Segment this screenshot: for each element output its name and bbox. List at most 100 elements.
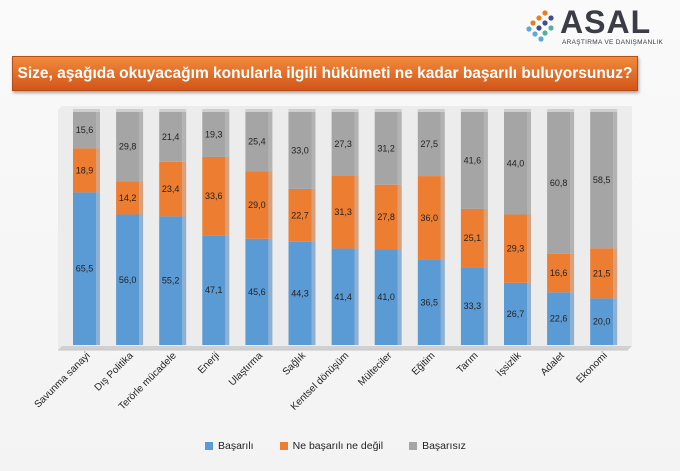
category-label: Tarım bbox=[455, 350, 480, 375]
data-label-ne-basarili-ne-degil: 23,4 bbox=[162, 184, 180, 194]
legend-item-basarisiz: Başarısız bbox=[409, 440, 466, 452]
bar-segment-basarisiz bbox=[245, 112, 269, 172]
bar-segment-basarisiz bbox=[288, 112, 312, 189]
brand-name: ASAL bbox=[560, 4, 652, 40]
data-label-basarili: 56,0 bbox=[119, 275, 137, 285]
asal-logo-icon bbox=[526, 10, 554, 42]
bar-segment-basarisiz bbox=[590, 112, 614, 249]
bar-top bbox=[202, 109, 230, 112]
bar-segment-basarili bbox=[590, 298, 614, 345]
bar-segment-ne-basarili-ne-degil bbox=[159, 161, 183, 217]
bar-segment-side-ne-basarili-ne-degil bbox=[570, 253, 575, 293]
data-label-basarisiz: 15,6 bbox=[76, 125, 94, 135]
data-label-basarisiz: 31,2 bbox=[377, 143, 395, 153]
bar-segment-side-basarili bbox=[570, 292, 575, 345]
data-label-ne-basarili-ne-degil: 16,6 bbox=[550, 268, 568, 278]
bar-top bbox=[159, 109, 187, 112]
data-label-basarili: 22,6 bbox=[550, 314, 568, 324]
bar-segment-basarisiz bbox=[417, 112, 441, 177]
bar-segment-side-basarisiz bbox=[96, 112, 100, 149]
category-label: Adalet bbox=[539, 350, 567, 378]
bar-segment-side-ne-basarili-ne-degil bbox=[268, 171, 273, 239]
bar-segment-side-ne-basarili-ne-degil bbox=[440, 176, 445, 260]
bar-segment-basarili bbox=[202, 235, 226, 345]
data-label-ne-basarili-ne-degil: 25,1 bbox=[464, 233, 482, 243]
bar-segment-basarisiz bbox=[460, 112, 484, 209]
data-label-basarili: 20,0 bbox=[593, 317, 611, 327]
bar-segment-basarili bbox=[374, 249, 398, 345]
bar-segment-side-basarisiz bbox=[397, 112, 402, 185]
bar-segment-side-basarili bbox=[139, 214, 144, 345]
data-label-basarisiz: 58,5 bbox=[593, 175, 611, 185]
bar-top bbox=[547, 109, 575, 112]
bar-segment-basarili bbox=[116, 214, 140, 345]
data-label-basarili: 47,1 bbox=[205, 285, 223, 295]
bar-segment-side-basarili bbox=[225, 235, 230, 345]
bar-segment-side-ne-basarili-ne-degil bbox=[483, 208, 488, 268]
bar-segment-basarili bbox=[460, 267, 484, 345]
bar-top bbox=[73, 109, 100, 112]
bar-top bbox=[288, 109, 316, 112]
data-label-basarili: 41,4 bbox=[334, 292, 352, 302]
bar-segment-side-basarili bbox=[182, 216, 187, 345]
data-label-basarili: 44,3 bbox=[291, 288, 309, 298]
legend-item-basarili: Başarılı bbox=[205, 440, 254, 452]
data-label-basarisiz: 41,6 bbox=[464, 155, 482, 165]
data-label-ne-basarili-ne-degil: 33,6 bbox=[205, 191, 223, 201]
data-label-basarisiz: 44,0 bbox=[507, 158, 525, 168]
bar-segment-side-basarisiz bbox=[268, 112, 273, 172]
bar-top bbox=[504, 109, 531, 112]
category-label: Eğitim bbox=[410, 350, 437, 377]
bar-segment-side-basarisiz bbox=[182, 112, 187, 162]
data-label-basarili: 36,5 bbox=[421, 297, 439, 307]
data-label-ne-basarili-ne-degil: 14,2 bbox=[119, 193, 137, 203]
bar-segment-side-ne-basarili-ne-degil bbox=[354, 175, 359, 249]
plot-floor bbox=[58, 346, 632, 350]
bar-top bbox=[331, 109, 359, 112]
legend-swatch-basarili bbox=[205, 442, 213, 450]
bar-segment-side-ne-basarili-ne-degil bbox=[139, 181, 144, 215]
category-label: Sağlık bbox=[281, 350, 309, 378]
data-label-ne-basarili-ne-degil: 22,7 bbox=[291, 210, 309, 220]
bar-segment-side-ne-basarili-ne-degil bbox=[613, 248, 618, 299]
bar-segment-side-basarili bbox=[311, 241, 316, 345]
bar-segment-side-basarili bbox=[527, 282, 531, 345]
data-label-ne-basarili-ne-degil: 21,5 bbox=[593, 268, 611, 278]
data-label-ne-basarili-ne-degil: 27,8 bbox=[377, 212, 395, 222]
data-label-basarisiz: 27,3 bbox=[334, 139, 352, 149]
bar-segment-side-basarisiz bbox=[570, 112, 575, 254]
legend-item-ne-basarili-ne-degil: Ne başarılı ne değil bbox=[279, 440, 383, 452]
chart-legend: Başarılı Ne başarılı ne değil Başarısız bbox=[205, 440, 466, 452]
chart-title: Size, aşağıda okuyacağım konularla ilgil… bbox=[12, 56, 638, 91]
bar-segment-basarisiz bbox=[73, 112, 96, 149]
bar-segment-ne-basarili-ne-degil bbox=[73, 148, 96, 193]
bar-segment-basarisiz bbox=[547, 112, 571, 254]
data-label-basarili: 55,2 bbox=[162, 276, 180, 286]
bar-segment-ne-basarili-ne-degil bbox=[288, 188, 312, 242]
bar-segment-ne-basarili-ne-degil bbox=[331, 175, 355, 249]
data-label-basarili: 65,5 bbox=[76, 264, 94, 274]
bar-segment-ne-basarili-ne-degil bbox=[460, 208, 484, 268]
bar-segment-side-basarili bbox=[96, 192, 100, 345]
bar-segment-ne-basarili-ne-degil bbox=[202, 156, 226, 236]
legend-swatch-basarisiz bbox=[409, 442, 418, 450]
bar-segment-side-ne-basarili-ne-degil bbox=[225, 156, 230, 236]
data-label-basarisiz: 60,8 bbox=[550, 178, 568, 188]
bar-segment-basarisiz bbox=[374, 112, 398, 185]
data-label-ne-basarili-ne-degil: 29,3 bbox=[507, 244, 525, 254]
bar-segment-side-basarisiz bbox=[483, 112, 488, 209]
bar-top bbox=[417, 109, 445, 112]
bar-segment-basarisiz bbox=[159, 112, 183, 162]
data-label-basarisiz: 25,4 bbox=[248, 137, 266, 147]
bar-segment-basarili bbox=[159, 216, 183, 345]
data-label-basarili: 26,7 bbox=[507, 309, 525, 319]
bar-segment-side-basarili bbox=[440, 259, 445, 345]
data-label-basarili: 41,0 bbox=[377, 292, 395, 302]
category-label: Dış Politika bbox=[93, 350, 136, 393]
bar-segment-side-basarisiz bbox=[311, 112, 316, 189]
data-label-basarili: 33,3 bbox=[464, 301, 482, 311]
bar-segment-basarili bbox=[288, 241, 312, 345]
bar-segment-basarili bbox=[417, 259, 441, 345]
bar-segment-ne-basarili-ne-degil bbox=[116, 181, 140, 215]
